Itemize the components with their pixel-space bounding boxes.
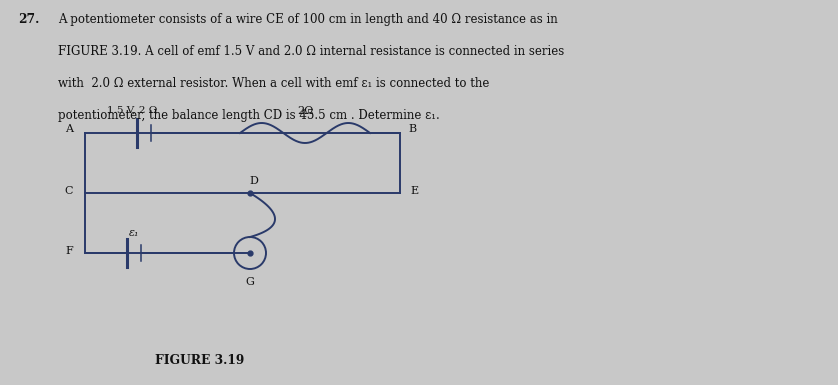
Text: ε₁: ε₁ xyxy=(129,228,139,238)
Text: E: E xyxy=(410,186,418,196)
Text: A: A xyxy=(65,124,73,134)
Text: FIGURE 3.19. A cell of emf 1.5 V and 2.0 Ω internal resistance is connected in s: FIGURE 3.19. A cell of emf 1.5 V and 2.0… xyxy=(58,45,564,58)
Text: 2Ω: 2Ω xyxy=(297,106,313,116)
Text: with  2.0 Ω external resistor. When a cell with emf ε₁ is connected to the: with 2.0 Ω external resistor. When a cel… xyxy=(58,77,489,90)
Text: A potentiometer consists of a wire CE of 100 cm in length and 40 Ω resistance as: A potentiometer consists of a wire CE of… xyxy=(58,13,558,26)
Text: FIGURE 3.19: FIGURE 3.19 xyxy=(155,354,245,367)
Text: G: G xyxy=(246,277,255,287)
Text: potentiometer, the balance length CD is 45.5 cm . Determine ε₁.: potentiometer, the balance length CD is … xyxy=(58,109,440,122)
Circle shape xyxy=(234,237,266,269)
Text: C: C xyxy=(65,186,73,196)
Text: 1.5 V, 2 Ω: 1.5 V, 2 Ω xyxy=(106,106,158,115)
Text: D: D xyxy=(250,176,258,186)
Text: F: F xyxy=(65,246,73,256)
Text: B: B xyxy=(408,124,416,134)
Text: 27.: 27. xyxy=(18,13,39,26)
